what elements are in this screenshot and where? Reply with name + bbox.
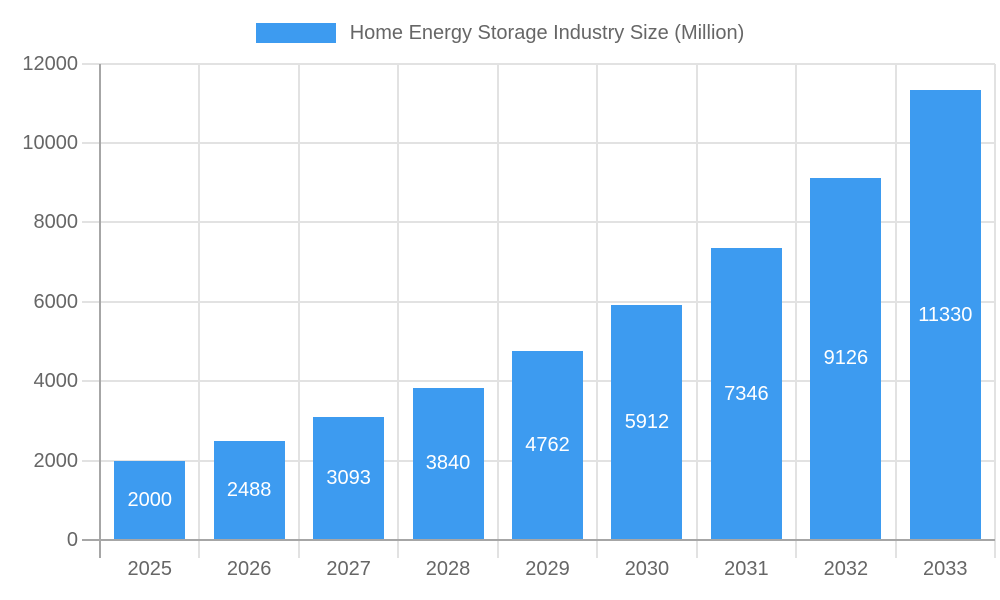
bar-2025[interactable] (114, 460, 186, 539)
y-gridline (82, 300, 995, 303)
bar-value-label: 2000 (127, 488, 172, 511)
y-tick-label: 6000 (33, 290, 79, 313)
x-gridline (496, 63, 499, 558)
x-axis-line (82, 539, 995, 541)
bar-value-label: 7346 (724, 382, 769, 405)
bar-2028[interactable] (412, 387, 484, 539)
legend-label[interactable]: Home Energy Storage Industry Size (Milli… (349, 22, 745, 44)
x-gridline (894, 63, 897, 558)
y-axis-line (99, 63, 101, 558)
x-gridline (596, 63, 599, 558)
bar-2026[interactable] (213, 441, 285, 539)
y-tick-label: 4000 (33, 370, 79, 393)
bar-2031[interactable] (710, 248, 782, 539)
legend[interactable]: Home Energy Storage Industry Size (Milli… (0, 22, 1000, 44)
bar-value-label: 9126 (823, 347, 869, 370)
x-gridline (695, 63, 698, 558)
bar-2033[interactable] (909, 90, 981, 539)
x-tick-label: 2025 (127, 558, 172, 580)
bar-value-label: 11330 (918, 303, 973, 326)
bar-value-label: 2488 (226, 479, 272, 502)
x-tick-label: 2029 (525, 558, 570, 580)
y-tick-label: 2000 (33, 449, 79, 472)
bar-2027[interactable] (313, 417, 385, 539)
bar-value-label: 3093 (326, 467, 371, 490)
bar-value-label: 4762 (525, 433, 570, 456)
x-tick-label: 2030 (624, 558, 670, 580)
bar-value-label: 3840 (425, 452, 471, 475)
x-tick-label: 2027 (326, 558, 371, 580)
y-tick-label: 10000 (22, 131, 78, 154)
bar-2030[interactable] (611, 305, 683, 539)
y-gridline (82, 141, 995, 144)
x-gridline (297, 63, 300, 558)
legend-swatch[interactable] (255, 23, 336, 43)
bar-2032[interactable] (810, 177, 882, 539)
y-tick-label: 12000 (22, 52, 78, 75)
x-gridline (994, 63, 996, 558)
x-gridline (397, 63, 400, 558)
x-tick-label: 2033 (923, 558, 968, 580)
y-tick-label: 0 (66, 529, 78, 551)
bar-value-label: 5912 (624, 411, 670, 434)
y-tick-label: 8000 (33, 211, 79, 234)
x-tick-label: 2032 (823, 558, 869, 580)
x-gridline (795, 63, 798, 558)
y-gridline (82, 221, 995, 224)
x-tick-label: 2028 (425, 558, 471, 580)
x-gridline (198, 63, 201, 558)
y-gridline (82, 62, 995, 65)
bar-2029[interactable] (512, 350, 583, 539)
x-tick-label: 2026 (226, 558, 272, 580)
x-tick-label: 2031 (724, 558, 769, 580)
